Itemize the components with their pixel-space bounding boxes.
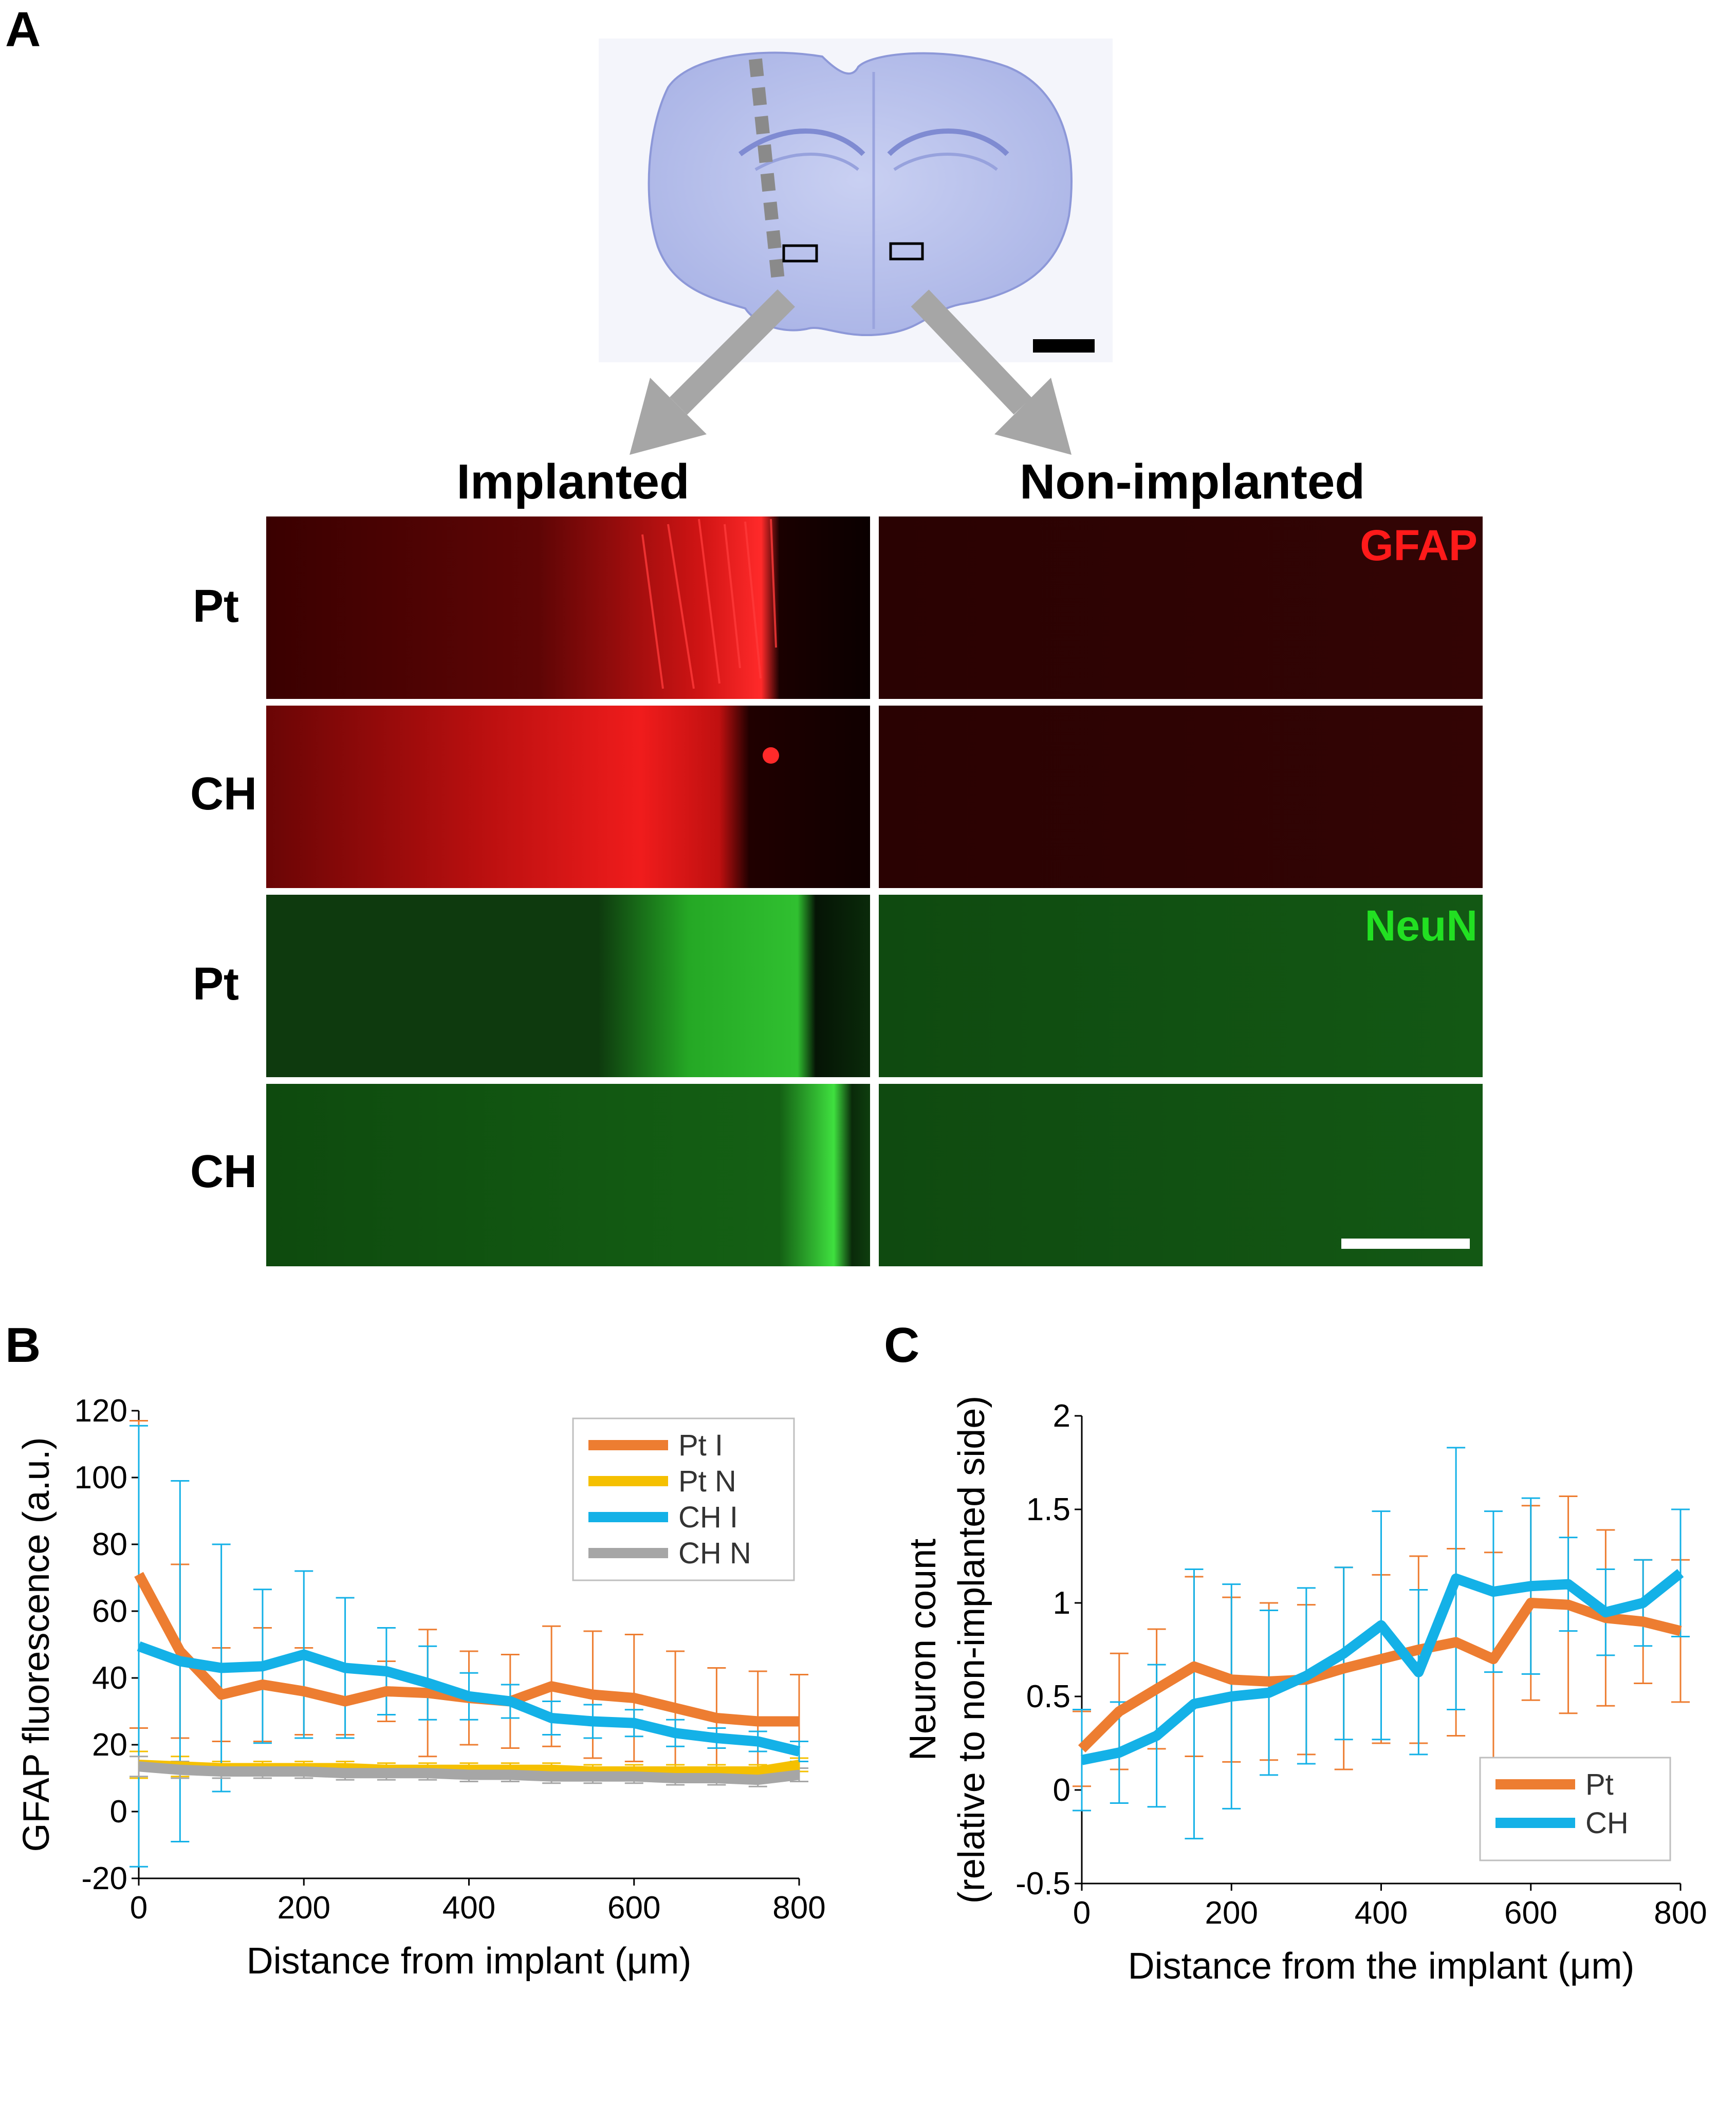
tile-neun-ch-nonimplanted <box>879 1084 1483 1266</box>
y-tick-label: 120 <box>75 1393 127 1429</box>
y-tick-label: 20 <box>92 1727 127 1763</box>
y-tick-label: 100 <box>75 1460 127 1496</box>
row-label-pt-gfap: Pt <box>193 581 239 632</box>
y-tick-label: 1 <box>1053 1585 1070 1621</box>
panel-b-letter: B <box>5 1318 41 1373</box>
x-tick-label: 800 <box>1654 1895 1707 1931</box>
x-axis-label: Distance from implant (μm) <box>247 1941 692 1982</box>
column-header-implanted: Implanted <box>456 454 689 509</box>
tile-gfap-pt-implanted <box>266 516 870 699</box>
x-tick-label: 400 <box>442 1890 495 1926</box>
legend: Pt CH <box>1479 1757 1671 1861</box>
series-line-pt <box>1078 1598 1682 1752</box>
x-tick-label: 200 <box>278 1890 330 1926</box>
row-label-ch-gfap: CH <box>190 768 257 820</box>
y-tick-label: 80 <box>92 1527 127 1562</box>
tile-gfap-pt-nonimplanted <box>879 516 1483 699</box>
y-tick-label: 2 <box>1053 1398 1070 1434</box>
y-tick-label: 0 <box>110 1794 127 1830</box>
x-tick-label: 600 <box>607 1890 660 1926</box>
y-tick-label: 40 <box>92 1660 127 1696</box>
brain-section-image <box>599 39 1113 362</box>
arrow-to-nonimplanted <box>911 289 1072 455</box>
series-line-ch-n <box>138 1761 800 1785</box>
y-tick-label: 60 <box>92 1594 127 1629</box>
stain-label-gfap: GFAP <box>1360 521 1478 569</box>
x-tick-label: 400 <box>1355 1895 1408 1931</box>
y-tick-label: -0.5 <box>1015 1866 1070 1902</box>
x-tick-label: 0 <box>1073 1895 1091 1931</box>
x-tick-label: 600 <box>1504 1895 1557 1931</box>
series-line-ch-i <box>137 1641 801 1757</box>
y-axis-label: Neuron count <box>902 1539 944 1761</box>
row-label-pt-neun: Pt <box>193 958 239 1010</box>
tile-neun-pt-nonimplanted <box>879 895 1483 1077</box>
y-tick-label: -20 <box>81 1861 127 1896</box>
tile-gfap-ch-nonimplanted <box>879 706 1483 888</box>
x-tick-label: 800 <box>772 1890 825 1926</box>
legend-label: Pt N <box>678 1465 736 1498</box>
micrograph-grid <box>266 516 1483 1266</box>
y-axis-label: GFAP fluorescence (a.u.) <box>16 1437 57 1852</box>
column-header-non-implanted: Non-implanted <box>1020 454 1365 509</box>
legend-box <box>1479 1757 1671 1861</box>
scale-bar <box>1341 1239 1470 1249</box>
series-line-ch <box>1081 1568 1684 1765</box>
panel-a-letter: A <box>5 2 41 57</box>
x-axis-label: Distance from the implant (μm) <box>1128 1946 1635 1987</box>
legend-label: CH <box>1585 1806 1629 1840</box>
arrow-to-implanted <box>630 289 795 455</box>
x-tick-label: 0 <box>130 1890 147 1926</box>
legend: Pt IPt NCH ICH N <box>572 1417 795 1581</box>
legend-label: Pt I <box>678 1429 723 1462</box>
y-tick-label: 1.5 <box>1026 1492 1070 1527</box>
legend-label: Pt <box>1585 1768 1614 1801</box>
legend-label: CH I <box>678 1501 738 1534</box>
y-tick-label: 0 <box>1053 1773 1070 1808</box>
tile-neun-pt-implanted <box>266 895 870 1077</box>
y-axis-label-secondary: (relative to non-implanted side) <box>951 1396 992 1904</box>
tile-neun-ch-implanted <box>266 1084 870 1266</box>
stain-label-neun: NeuN <box>1365 901 1478 950</box>
y-tick-label: 0.5 <box>1026 1679 1070 1714</box>
legend-label: CH N <box>678 1537 751 1570</box>
tile-gfap-ch-implanted <box>266 706 870 888</box>
panel-c-letter: C <box>884 1318 919 1373</box>
row-label-ch-neun: CH <box>190 1146 257 1197</box>
x-tick-label: 200 <box>1205 1895 1258 1931</box>
